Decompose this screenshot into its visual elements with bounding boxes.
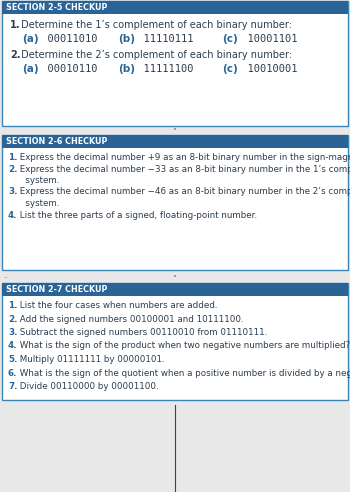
Text: 11110111: 11110111	[131, 34, 194, 44]
Text: •: •	[173, 274, 177, 280]
Text: 2.: 2.	[8, 164, 18, 174]
Text: •: •	[173, 127, 177, 133]
Text: Determine the 1’s complement of each binary number:: Determine the 1’s complement of each bin…	[18, 20, 292, 30]
Text: 00011010: 00011010	[35, 34, 98, 44]
Text: 2.: 2.	[10, 50, 21, 60]
Text: SECTION 2-7 CHECKUP: SECTION 2-7 CHECKUP	[6, 285, 107, 294]
FancyBboxPatch shape	[2, 135, 348, 270]
Text: SECTION 2-6 CHECKUP: SECTION 2-6 CHECKUP	[6, 137, 107, 146]
Text: 4.: 4.	[8, 341, 18, 350]
FancyBboxPatch shape	[2, 283, 348, 296]
FancyBboxPatch shape	[2, 135, 348, 148]
Text: (a): (a)	[22, 64, 38, 74]
Text: 00010110: 00010110	[35, 64, 98, 74]
Text: system.: system.	[17, 199, 60, 208]
Text: 1.: 1.	[10, 20, 21, 30]
Text: What is the sign of the product when two negative numbers are multiplied?: What is the sign of the product when two…	[17, 341, 350, 350]
Text: Express the decimal number −46 as an 8-bit binary number in the 2’s complement: Express the decimal number −46 as an 8-b…	[17, 187, 350, 196]
Text: (c): (c)	[222, 34, 238, 44]
Text: 10010001: 10010001	[235, 64, 298, 74]
Text: Divide 00110000 by 00001100.: Divide 00110000 by 00001100.	[17, 382, 159, 391]
Text: 1.: 1.	[8, 153, 18, 162]
Text: 1.: 1.	[8, 301, 18, 310]
Text: List the four cases when numbers are added.: List the four cases when numbers are add…	[17, 301, 217, 310]
Text: SECTION 2-5 CHECKUP: SECTION 2-5 CHECKUP	[6, 3, 107, 12]
Text: 11111100: 11111100	[131, 64, 194, 74]
Text: 3.: 3.	[8, 328, 18, 337]
Text: (b): (b)	[118, 64, 135, 74]
FancyBboxPatch shape	[2, 1, 348, 126]
Text: system.: system.	[17, 176, 60, 185]
Text: (c): (c)	[222, 64, 238, 74]
Text: List the three parts of a signed, floating-point number.: List the three parts of a signed, floati…	[17, 211, 257, 219]
Text: Subtract the signed numbers 00110010 from 01110111.: Subtract the signed numbers 00110010 fro…	[17, 328, 267, 337]
Text: Express the decimal number +9 as an 8-bit binary number in the sign-magnitude sy: Express the decimal number +9 as an 8-bi…	[17, 153, 350, 162]
Text: –: –	[4, 274, 7, 280]
Text: What is the sign of the quotient when a positive number is divided by a negative: What is the sign of the quotient when a …	[17, 369, 350, 377]
Text: Determine the 2’s complement of each binary number:: Determine the 2’s complement of each bin…	[18, 50, 292, 60]
Text: 2.: 2.	[8, 314, 18, 324]
Text: Add the signed numbers 00100001 and 10111100.: Add the signed numbers 00100001 and 1011…	[17, 314, 244, 324]
Text: 10001101: 10001101	[235, 34, 298, 44]
Text: (b): (b)	[118, 34, 135, 44]
FancyBboxPatch shape	[2, 1, 348, 14]
Text: Express the decimal number −33 as an 8-bit binary number in the 1’s complement: Express the decimal number −33 as an 8-b…	[17, 164, 350, 174]
Text: (a): (a)	[22, 34, 38, 44]
Text: 3.: 3.	[8, 187, 18, 196]
Text: 7.: 7.	[8, 382, 18, 391]
Text: 4.: 4.	[8, 211, 18, 219]
Text: 6.: 6.	[8, 369, 18, 377]
Text: Multiply 01111111 by 00000101.: Multiply 01111111 by 00000101.	[17, 355, 164, 364]
FancyBboxPatch shape	[2, 283, 348, 400]
Text: 5.: 5.	[8, 355, 18, 364]
